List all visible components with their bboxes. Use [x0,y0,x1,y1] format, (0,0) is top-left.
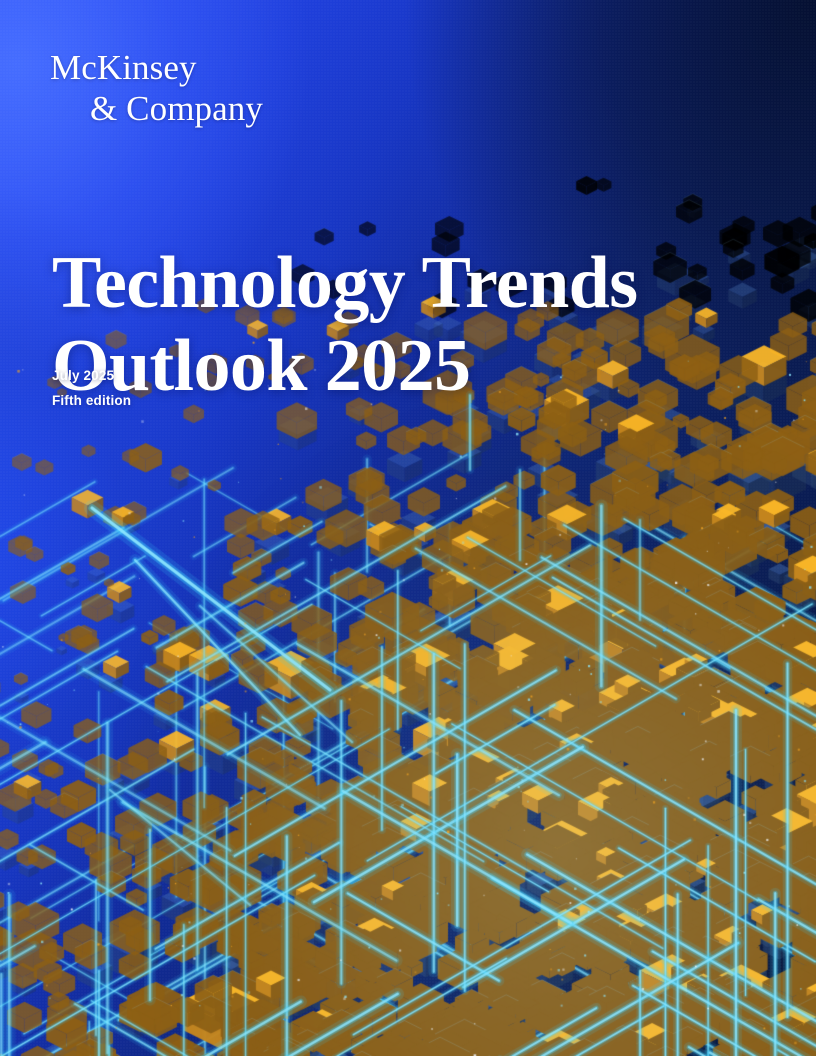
mckinsey-logo: McKinsey & Company [50,48,263,130]
logo-line-1: McKinsey [50,48,197,87]
publication-date: July 2025 [52,368,115,383]
publication-meta: July 2025 Fifth edition [52,369,131,407]
title-line-2: Outlook 2025 [52,324,471,407]
logo-line-2: & Company [90,88,263,128]
publication-edition: Fifth edition [52,392,132,408]
page-title: Technology Trends Outlook 2025 [52,246,732,403]
title-line-1: Technology Trends [52,241,638,324]
